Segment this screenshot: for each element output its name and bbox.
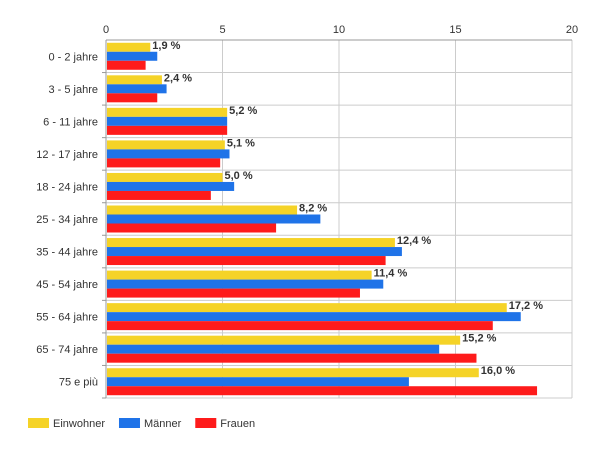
- axes: 0 5 10 15 20 0 - 2 jahre 3 - 5 jahre 6 - 11 jah…: [36, 24, 578, 399]
- bar-einwohner: [107, 75, 162, 85]
- data-labels: 1,9 % 2,4 % 5,2 % 5,1 % 5,0 % 8,2 % 12,4 % 11,4…: [152, 40, 543, 377]
- category-label: 65 - 74 jahre: [36, 344, 98, 356]
- category-label: 0 - 2 jahre: [48, 51, 98, 63]
- category-label: 55 - 64 jahre: [36, 312, 98, 324]
- data-label: 11,4 %: [374, 268, 408, 280]
- data-label: 5,0 %: [225, 170, 253, 182]
- x-tick-label: 20: [566, 24, 578, 36]
- bar-m-nner: [107, 377, 409, 387]
- x-tick-label: 0: [103, 24, 109, 36]
- category-label: 6 - 11 jahre: [43, 116, 98, 128]
- x-tick-label: 15: [449, 24, 461, 36]
- legend-label: Frauen: [220, 418, 255, 430]
- bar-frauen: [107, 353, 477, 363]
- category-label: 45 - 54 jahre: [36, 279, 98, 291]
- data-label: 17,2 %: [509, 300, 543, 312]
- bar-m-nner: [107, 312, 521, 322]
- bar-einwohner: [107, 172, 223, 182]
- bars: [107, 42, 538, 396]
- legend-swatch: [28, 418, 49, 428]
- bar-einwohner: [107, 270, 372, 280]
- bar-einwohner: [107, 368, 479, 378]
- legend-label: Männer: [144, 418, 182, 430]
- bar-einwohner: [107, 335, 461, 345]
- bar-einwohner: [107, 238, 395, 248]
- bar-frauen: [107, 60, 146, 70]
- bar-m-nner: [107, 247, 402, 257]
- data-label: 15,2 %: [462, 333, 496, 345]
- bar-m-nner: [107, 279, 384, 289]
- data-label: 5,2 %: [229, 105, 257, 117]
- category-label: 35 - 44 jahre: [36, 247, 98, 259]
- data-label: 2,4 %: [164, 72, 192, 84]
- bar-m-nner: [107, 51, 158, 61]
- legend: Einwohner Männer Frauen: [28, 418, 255, 430]
- bar-m-nner: [107, 344, 440, 354]
- legend-label: Einwohner: [53, 418, 105, 430]
- data-label: 5,1 %: [227, 137, 255, 149]
- grid: [106, 40, 573, 399]
- bar-frauen: [107, 386, 538, 396]
- data-label: 1,9 %: [152, 40, 180, 52]
- category-label: 3 - 5 jahre: [48, 84, 98, 96]
- data-label: 8,2 %: [299, 203, 327, 215]
- bar-frauen: [107, 93, 158, 103]
- bar-frauen: [107, 256, 386, 266]
- x-tick-label: 5: [219, 24, 225, 36]
- x-tick-label: 10: [333, 24, 345, 36]
- category-label: 12 - 17 jahre: [36, 149, 98, 161]
- data-label: 16,0 %: [481, 365, 515, 377]
- bar-m-nner: [107, 84, 167, 94]
- bar-m-nner: [107, 214, 321, 224]
- data-label: 12,4 %: [397, 235, 431, 247]
- bar-frauen: [107, 321, 493, 331]
- category-label: 25 - 34 jahre: [36, 214, 98, 226]
- bar-frauen: [107, 223, 277, 233]
- bar-frauen: [107, 125, 228, 135]
- bar-einwohner: [107, 303, 507, 313]
- category-label: 18 - 24 jahre: [36, 181, 98, 193]
- category-label: 75 e più: [59, 377, 98, 389]
- bar-frauen: [107, 158, 221, 168]
- legend-swatch: [118, 418, 140, 428]
- bar-m-nner: [107, 116, 228, 126]
- bar-frauen: [107, 288, 360, 298]
- bar-einwohner: [107, 140, 225, 150]
- bar-m-nner: [107, 181, 235, 191]
- bar-einwohner: [107, 107, 228, 117]
- bar-m-nner: [107, 149, 230, 159]
- bar-einwohner: [107, 205, 298, 215]
- bar-einwohner: [107, 42, 151, 52]
- legend-swatch: [195, 418, 217, 428]
- bar-frauen: [107, 190, 211, 200]
